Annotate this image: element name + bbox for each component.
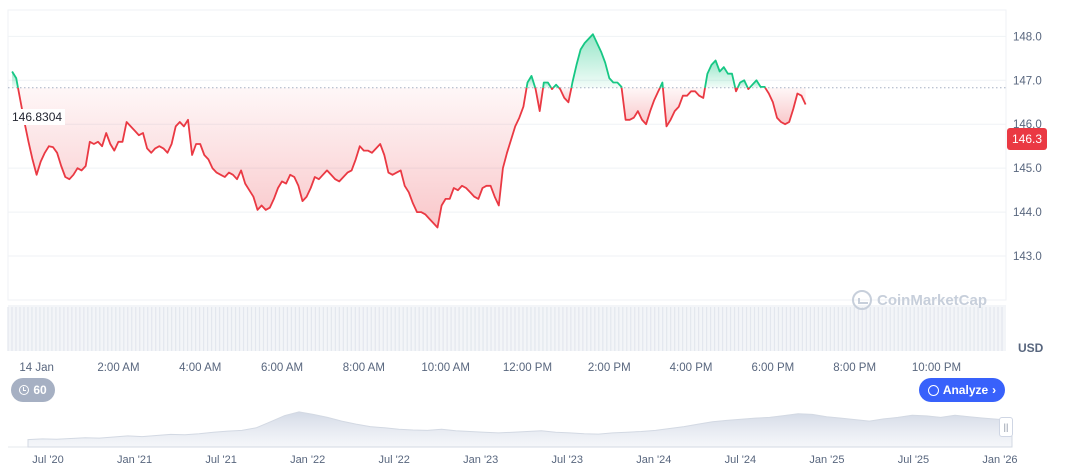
navigator-tick-label: Jul '23 (552, 454, 583, 466)
chart-grid (7, 9, 1007, 301)
interval-label: 60 (33, 383, 47, 397)
x-tick-label: 2:00 PM (588, 362, 631, 374)
area-below-reference (621, 87, 660, 125)
navigator-tick-label: Jul '25 (898, 454, 929, 466)
series-line-down (620, 87, 661, 126)
x-tick-label: 4:00 PM (670, 362, 713, 374)
series-line-down (734, 87, 739, 93)
series-line-up (736, 79, 749, 89)
series-line-up (570, 33, 623, 88)
last-price-badge: 146.3 (1007, 128, 1047, 150)
chevron-right-icon: › (992, 383, 997, 397)
x-tick-label: 6:00 PM (751, 362, 794, 374)
navigator-tick-label: Jan '21 (117, 454, 152, 466)
watermark-text: CoinMarketCap (877, 291, 988, 309)
navigator-tick-label: Jan '24 (636, 454, 671, 466)
navigator-area (27, 411, 1013, 448)
area-below-reference (18, 87, 527, 228)
x-tick-label: 8:00 AM (343, 362, 385, 374)
series-line-down (17, 87, 528, 229)
navigator-tick-label: Jan '26 (982, 454, 1017, 466)
navigator-tick-label: Jan '23 (463, 454, 498, 466)
x-tick-label: 6:00 AM (261, 362, 303, 374)
navigator-x-axis: Jul '20 Jan '21 Jul '21 Jan '22 Jul '22 Jan '… (32, 454, 1017, 466)
series-line-up (704, 59, 737, 88)
area-above-reference (543, 82, 552, 88)
currency-unit-label: USD (1018, 341, 1044, 355)
analyze-button[interactable]: Analyze › (919, 378, 1005, 402)
series-line-up (748, 79, 766, 89)
history-clock-icon (19, 385, 30, 395)
reference-price-label: 146.8304 (9, 109, 66, 125)
watermark: CoinMarketCap (852, 290, 987, 310)
area-above-reference (526, 75, 536, 88)
x-tick-label: 10:00 AM (421, 362, 470, 374)
chart-fills (12, 34, 806, 228)
analyze-icon (927, 384, 939, 396)
x-tick-label: 12:00 PM (503, 362, 552, 374)
series-line-down (662, 87, 706, 128)
x-axis: 14 Jan 2:00 AM 4:00 AM 6:00 AM 8:00 AM 10:00 … (19, 362, 961, 374)
coinmarketcap-logo-icon (852, 290, 872, 310)
navigator-drag-handle[interactable]: || (999, 417, 1013, 437)
navigator-tick-label: Jul '20 (32, 454, 63, 466)
y-tick-label: 144.0 (1013, 207, 1042, 219)
x-tick-label: 14 Jan (19, 362, 54, 374)
area-above-reference (737, 80, 748, 88)
analyze-label: Analyze (942, 383, 989, 397)
volume-bars (7, 305, 1006, 351)
x-tick-label: 10:00 PM (912, 362, 961, 374)
area-above-reference (705, 60, 736, 88)
area-above-reference (571, 34, 622, 88)
x-tick-label: 2:00 AM (97, 362, 139, 374)
series-line-down (764, 87, 807, 126)
y-tick-label: 143.0 (1013, 251, 1042, 263)
area-above-reference (749, 80, 766, 88)
y-tick-label: 147.0 (1013, 75, 1042, 87)
y-tick-label: 145.0 (1013, 163, 1042, 175)
x-tick-label: 8:00 PM (833, 362, 876, 374)
series-line-up (525, 75, 537, 89)
range-navigator[interactable] (8, 411, 1013, 448)
price-line (11, 33, 807, 229)
y-tick-label: 148.0 (1013, 31, 1042, 43)
series-line-up (552, 83, 560, 89)
series-line-up (542, 81, 552, 89)
area-below-reference (662, 87, 705, 127)
area-below-reference (765, 87, 806, 125)
drag-handle-icon: || (1003, 422, 1009, 432)
series-line-down (558, 87, 573, 104)
navigator-tick-label: Jul '24 (725, 454, 756, 466)
x-tick-label: 4:00 AM (179, 362, 221, 374)
navigator-tick-label: Jul '22 (378, 454, 409, 466)
interval-button[interactable]: 60 (11, 378, 55, 402)
series-line-down (746, 87, 751, 90)
navigator-tick-label: Jan '22 (290, 454, 325, 466)
navigator-tick-label: Jul '21 (205, 454, 236, 466)
plot-frame (7, 9, 1007, 301)
series-line-down (534, 87, 544, 112)
series-line-up (659, 81, 664, 89)
series-line-up (11, 71, 19, 88)
series-line-down (550, 87, 554, 90)
navigator-tick-label: Jan '25 (809, 454, 844, 466)
